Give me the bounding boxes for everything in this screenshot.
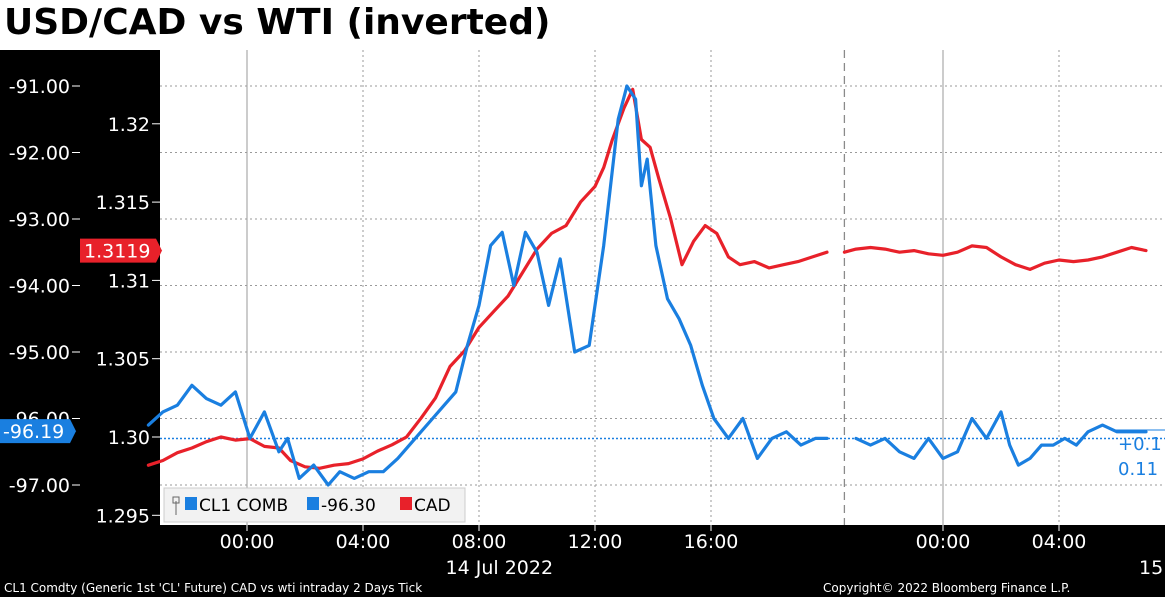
right-tick-label: 1.295 [96,505,150,527]
x-tick-label: 04:00 [336,531,391,553]
left-tick-label: -93.00 [9,209,70,231]
left-axis-panel [0,50,80,550]
wti-last-value-box [0,419,76,444]
x-tick-label: 04:00 [1032,531,1087,553]
footer-source-text: CL1 Comdty (Generic 1st 'CL' Future) CAD… [4,581,423,595]
series-lines [146,84,1148,487]
gridlines [160,50,1165,525]
change-annotation: 0.11 [1118,459,1158,480]
left-tick-label: -97.00 [9,475,70,497]
chart-area: -91.00-92.00-93.00-94.00-95.00-96.00-97.… [0,50,1165,578]
footer-copyright-text: Copyright© 2022 Bloomberg Finance L.P. [823,581,1071,595]
x-tick-label: 12:00 [568,531,623,553]
right-axis-ticks: 1.32 1.315 1.31 1.305 1.30 1.295 [96,114,160,527]
x-tick-label: 00:00 [916,531,971,553]
cad-last-value-box [80,238,162,263]
title-bar: USD/CAD vs WTI (inverted) [0,0,1165,50]
series-line-cl1-comb [146,84,829,487]
series-line-cad [842,244,1148,271]
change-annotation: +0.1 [1118,434,1162,455]
x-date-label: 15 [1139,557,1163,578]
legend-label: CAD [414,496,451,516]
x-tick-label: 08:00 [452,531,507,553]
legend-label: CL1 COMB [199,496,288,516]
right-axis-panel [80,50,160,550]
x-tick-label: 00:00 [220,531,275,553]
chart-title: USD/CAD vs WTI (inverted) [4,2,551,43]
cad-last-value-label: 1.3119 [84,241,150,263]
wti-last-value-label: -96.19 [3,421,64,443]
left-tick-label: -94.00 [9,276,70,298]
left-tick-label: -95.00 [9,342,70,364]
left-tick-label: -92.00 [9,143,70,165]
x-axis-ticks: 00:0004:0008:0012:0016:0000:0004:000814 … [220,525,1163,578]
x-axis-panel [0,525,1165,578]
left-tick-label: -91.00 [9,76,70,98]
legend-swatch [185,497,197,510]
legend-pin-icon [172,496,180,504]
x-date-label: 14 Jul 2022 [446,557,554,578]
legend-swatch [307,497,319,510]
right-tick-label: 1.305 [96,349,150,371]
footer-bar: CL1 Comdty (Generic 1st 'CL' Future) CAD… [0,578,1165,597]
value-labels: 1.3119 -96.19 +0.1 0.11 [0,238,1165,480]
legend-swatch [400,497,412,510]
legend: CL1 COMB -96.30 CAD [163,487,466,523]
right-tick-label: 1.315 [96,192,150,214]
right-tick-label: 1.31 [108,270,150,292]
right-tick-label: 1.32 [108,114,150,136]
plot-background [160,50,1165,550]
legend-label: -96.30 [321,496,376,516]
right-tick-label: 1.30 [108,427,150,449]
series-line-cl1-comb [854,410,1148,467]
x-tick-label: 16:00 [684,531,739,553]
